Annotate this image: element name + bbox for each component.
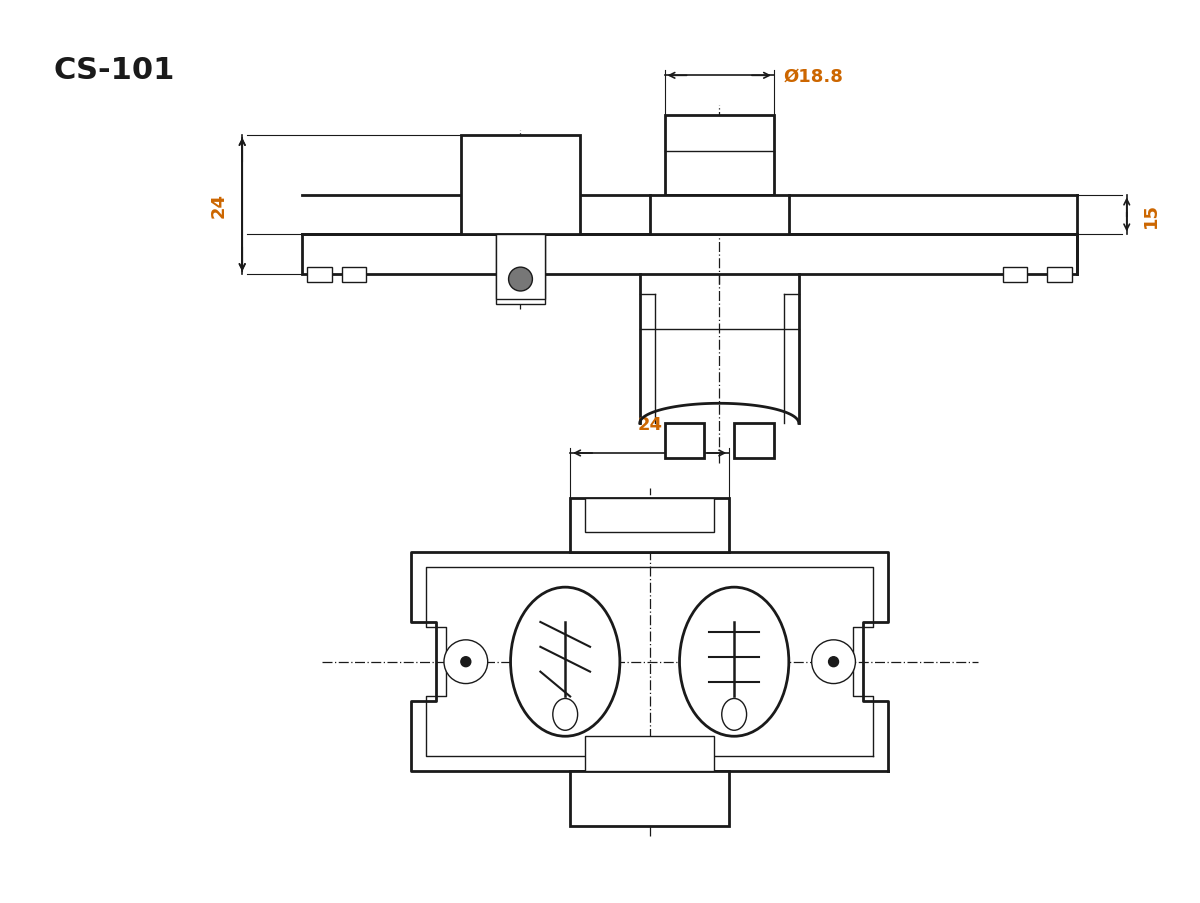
Bar	[307, 267, 331, 283]
Circle shape	[811, 640, 856, 684]
Circle shape	[461, 657, 470, 667]
Bar	[461, 135, 580, 235]
Bar	[496, 235, 545, 300]
Text: 24: 24	[637, 415, 662, 433]
Bar	[1048, 267, 1072, 283]
Ellipse shape	[679, 588, 788, 737]
Bar	[665, 116, 774, 195]
Circle shape	[509, 268, 533, 292]
Bar	[665, 424, 704, 459]
Bar	[302, 235, 1078, 275]
Ellipse shape	[510, 588, 620, 737]
Bar	[734, 424, 774, 459]
Text: CS-101: CS-101	[53, 56, 175, 86]
Circle shape	[828, 657, 839, 667]
Bar	[496, 235, 545, 304]
Text: 24: 24	[209, 193, 227, 218]
Circle shape	[444, 640, 487, 684]
Bar	[570, 498, 730, 553]
Text: Ø18.8: Ø18.8	[784, 67, 844, 85]
Bar	[649, 195, 788, 235]
Bar	[570, 771, 730, 825]
Bar	[1002, 267, 1027, 283]
Text: 15: 15	[1141, 203, 1159, 228]
Bar	[342, 267, 366, 283]
Bar	[586, 737, 714, 771]
Ellipse shape	[721, 699, 746, 731]
Ellipse shape	[553, 699, 577, 731]
Bar	[586, 498, 714, 533]
